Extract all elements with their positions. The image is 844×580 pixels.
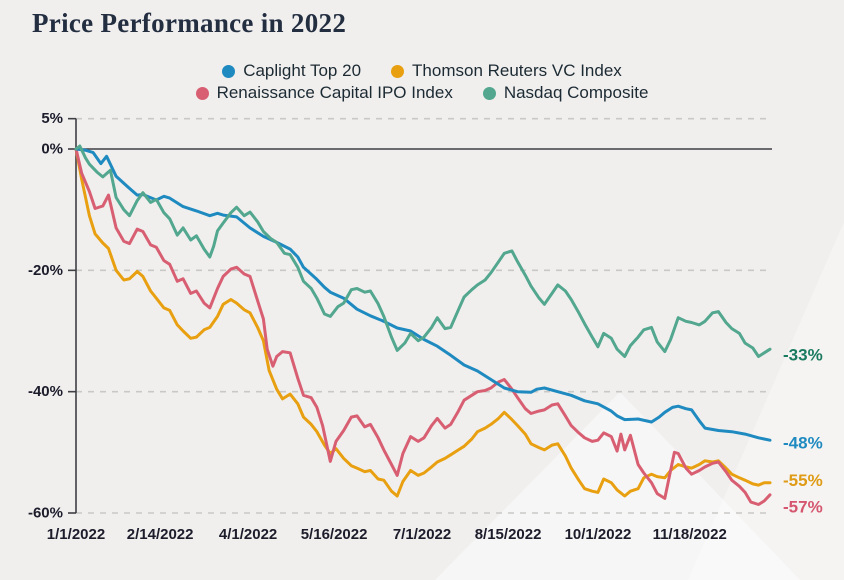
x-axis-label: 10/1/2022 bbox=[565, 526, 632, 543]
legend-label: Thomson Reuters VC Index bbox=[412, 61, 622, 80]
series-end-label: -48% bbox=[783, 434, 823, 453]
y-axis-label: -40% bbox=[28, 383, 63, 400]
legend-item-nasdaq-composite: Nasdaq Composite bbox=[482, 83, 649, 103]
legend-dot-icon bbox=[482, 86, 496, 100]
x-axis-label: 1/1/2022 bbox=[47, 526, 105, 543]
series-line-thomson-reuters-vc-index bbox=[74, 147, 772, 498]
y-axis-label: 0% bbox=[41, 141, 63, 158]
y-axis-label: 5% bbox=[41, 110, 63, 127]
y-axis-label: -60% bbox=[28, 505, 63, 522]
series-end-label: -33% bbox=[783, 346, 823, 365]
x-axis-label: 4/1/2022 bbox=[219, 526, 277, 543]
x-axis-label: 8/15/2022 bbox=[475, 526, 542, 543]
legend-item-thomson-reuters-vc-index: Thomson Reuters VC Index bbox=[391, 61, 622, 81]
legend-item-renaissance-capital-ipo-index: Renaissance Capital IPO Index bbox=[195, 83, 453, 103]
series-line-caplight-top-20 bbox=[74, 147, 772, 442]
series-end-label: -55% bbox=[783, 471, 823, 490]
legend-dot-icon bbox=[391, 64, 405, 78]
watermark-triangle bbox=[435, 392, 800, 580]
series-line-renaissance-capital-ipo-index bbox=[74, 147, 772, 506]
y-axis-label: -20% bbox=[28, 262, 63, 279]
legend-label: Nasdaq Composite bbox=[503, 83, 649, 102]
chart-legend: Caplight Top 20 Thomson Reuters VC Index R… bbox=[0, 61, 844, 103]
x-axis-label: 11/18/2022 bbox=[653, 526, 727, 543]
legend-dot-icon bbox=[195, 86, 209, 100]
x-axis-label: 5/16/2022 bbox=[301, 526, 368, 543]
watermark-triangle bbox=[688, 222, 844, 580]
legend-dot-icon bbox=[222, 64, 236, 78]
legend-label: Caplight Top 20 bbox=[243, 61, 362, 80]
series-end-label: -57% bbox=[783, 497, 823, 516]
chart-title: Price Performance in 2022 bbox=[32, 8, 347, 38]
x-axis-label: 2/14/2022 bbox=[127, 526, 194, 543]
x-axis-label: 7/1/2022 bbox=[393, 526, 451, 543]
series-line-nasdaq-composite bbox=[74, 144, 772, 358]
legend-item-caplight-top-20: Caplight Top 20 bbox=[222, 61, 361, 81]
legend-label: Renaissance Capital IPO Index bbox=[216, 83, 453, 102]
legend-row: Caplight Top 20 Thomson Reuters VC Index bbox=[222, 61, 622, 81]
legend-row: Renaissance Capital IPO Index Nasdaq Comp… bbox=[195, 83, 649, 103]
